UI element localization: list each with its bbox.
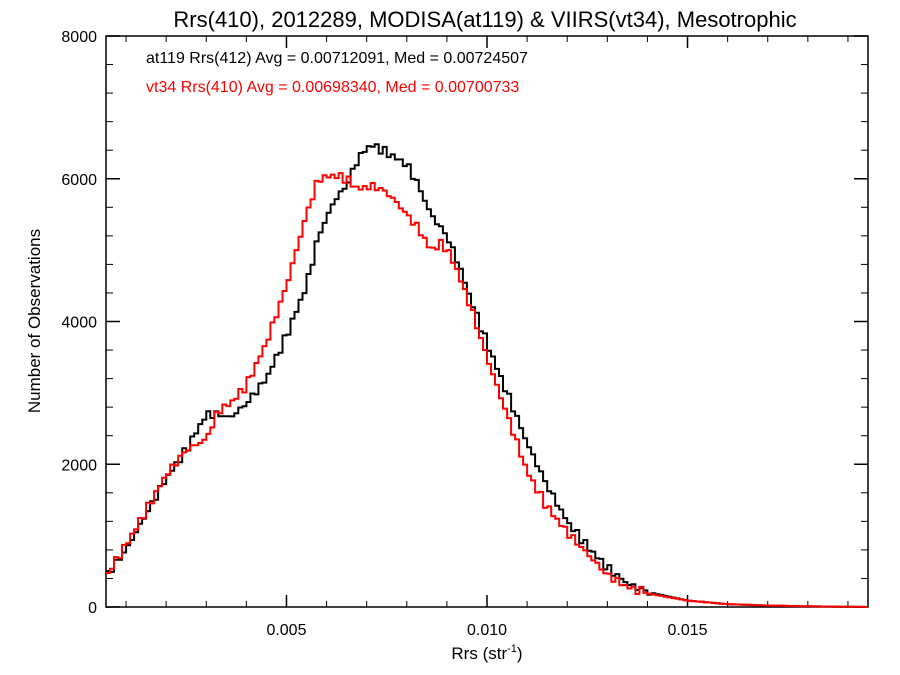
series-layer	[106, 143, 868, 608]
y-tick-label: 6000	[61, 172, 97, 189]
x-axis-label: Rrs (str-1)	[451, 643, 522, 663]
plot-frame	[105, 35, 869, 608]
x-tick-label: 0.010	[467, 622, 507, 639]
y-tick-label: 8000	[61, 29, 97, 46]
series-line-0	[106, 143, 868, 608]
axis-ticks: 0.005 0.010 0.015 0 2000 4000 6000 8000	[61, 29, 868, 639]
y-axis-label: Number of Observations	[25, 229, 44, 413]
x-tick-label: 0.015	[668, 622, 708, 639]
chart-title: Rrs(410), 2012289, MODISA(at119) & VIIRS…	[173, 7, 796, 32]
y-tick-label: 0	[88, 600, 97, 617]
annotation-1: vt34 Rrs(410) Avg = 0.00698340, Med = 0.…	[146, 79, 519, 96]
y-tick-label: 4000	[61, 315, 97, 332]
x-tick-label: 0.005	[266, 622, 306, 639]
y-tick-label: 2000	[61, 457, 97, 474]
annotation-0: at119 Rrs(412) Avg = 0.00712091, Med = 0…	[146, 50, 528, 67]
series-line-1	[106, 172, 868, 608]
annotations: at119 Rrs(412) Avg = 0.00712091, Med = 0…	[146, 50, 528, 96]
